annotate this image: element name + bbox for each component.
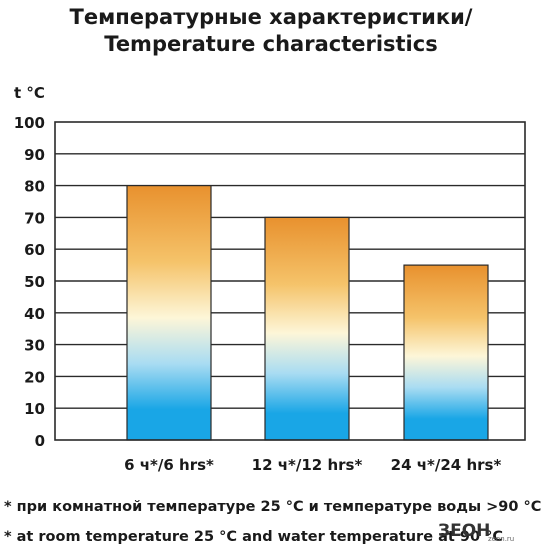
- bar: [126, 185, 212, 441]
- footnote-ru: * при комнатной температуре 25 °С и темп…: [4, 499, 541, 515]
- y-tick-label: 0: [35, 432, 45, 450]
- bars: [126, 185, 489, 441]
- x-tick-label: 6 ч*/6 hrs*: [124, 456, 214, 474]
- y-tick-label: 70: [24, 209, 45, 227]
- y-tick-label: 90: [24, 146, 45, 164]
- chart-subtitle: Temperature characteristics: [104, 32, 437, 56]
- chart-title: Температурные характеристики/: [70, 5, 473, 29]
- y-tick-label: 60: [24, 241, 45, 259]
- y-tick-label: 30: [24, 337, 45, 355]
- y-tick-label: 10: [24, 400, 45, 418]
- zeon-logo: ЗЕОН zeon.ru: [438, 521, 514, 543]
- y-axis-label: t °C: [14, 84, 45, 102]
- y-tick-label: 80: [24, 178, 45, 196]
- y-tick-labels: 0 10 20 30 40 50 60 70 80 90 100: [14, 114, 45, 450]
- plot-frame: [54, 121, 526, 441]
- bar: [403, 264, 489, 441]
- bar: [264, 216, 350, 441]
- x-tick-labels: 6 ч*/6 hrs* 12 ч*/12 hrs* 24 ч*/24 hrs*: [124, 456, 501, 474]
- y-tick-label: 40: [24, 305, 45, 323]
- x-tick-label: 24 ч*/24 hrs*: [391, 456, 502, 474]
- y-tick-label: 50: [24, 273, 45, 291]
- y-tick-label: 100: [14, 114, 45, 132]
- y-tick-label: 20: [24, 368, 45, 386]
- x-tick-label: 12 ч*/12 hrs*: [252, 456, 363, 474]
- footnote-en: * at room temperature 25 °С and water te…: [4, 529, 503, 545]
- logo-url: zeon.ru: [488, 535, 514, 543]
- logo-text: ЗЕОН: [438, 521, 490, 541]
